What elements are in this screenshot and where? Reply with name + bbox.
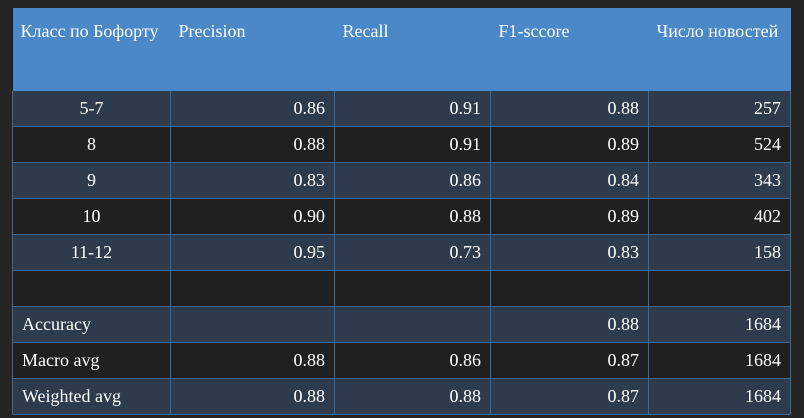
f1-cell: 0.83 <box>490 234 649 271</box>
header-f1-score: F1-sccore <box>490 8 649 91</box>
support-cell: 257 <box>648 91 791 127</box>
precision-cell <box>170 306 335 343</box>
table-row: 9 0.83 0.86 0.84 343 <box>12 162 791 199</box>
empty-row <box>12 270 791 307</box>
f1-cell: 0.89 <box>490 198 649 235</box>
class-label-cell: 9 <box>12 162 171 199</box>
summary-label-cell: Macro avg <box>12 342 171 379</box>
precision-cell: 0.83 <box>170 162 335 199</box>
recall-cell <box>334 306 491 343</box>
header-row: Класс по Бофорту Precision Recall F1-scc… <box>12 8 791 91</box>
summary-label-cell: Weighted avg <box>12 378 171 415</box>
precision-cell: 0.90 <box>170 198 335 235</box>
table-row: 8 0.88 0.91 0.89 524 <box>12 126 791 163</box>
class-label-cell: 5-7 <box>12 91 171 127</box>
empty-cell <box>490 270 649 307</box>
support-cell: 1684 <box>648 342 791 379</box>
summary-row-weighted-avg: Weighted avg 0.88 0.88 0.87 1684 <box>12 378 791 415</box>
f1-cell: 0.88 <box>490 91 649 127</box>
header-news-count: Число новостей <box>648 8 791 91</box>
table-body: 5-7 0.86 0.91 0.88 257 8 0.88 0.91 0.89 … <box>12 91 791 415</box>
table-row: 11-12 0.95 0.73 0.83 158 <box>12 234 791 271</box>
recall-cell: 0.86 <box>334 342 491 379</box>
classification-report-table: Класс по Бофорту Precision Recall F1-scc… <box>12 8 791 415</box>
summary-label-cell: Accuracy <box>12 306 171 343</box>
recall-cell: 0.86 <box>334 162 491 199</box>
support-cell: 1684 <box>648 306 791 343</box>
metrics-table-container: Класс по Бофорту Precision Recall F1-scc… <box>12 8 791 415</box>
support-cell: 343 <box>648 162 791 199</box>
f1-cell: 0.88 <box>490 306 649 343</box>
recall-cell: 0.88 <box>334 378 491 415</box>
precision-cell: 0.95 <box>170 234 335 271</box>
table-header: Класс по Бофорту Precision Recall F1-scc… <box>12 8 791 91</box>
header-recall: Recall <box>334 8 491 91</box>
class-label-cell: 10 <box>12 198 171 235</box>
summary-row-macro-avg: Macro avg 0.88 0.86 0.87 1684 <box>12 342 791 379</box>
table-row: 5-7 0.86 0.91 0.88 257 <box>12 91 791 127</box>
recall-cell: 0.88 <box>334 198 491 235</box>
precision-cell: 0.86 <box>170 91 335 127</box>
empty-cell <box>170 270 335 307</box>
precision-cell: 0.88 <box>170 126 335 163</box>
f1-cell: 0.87 <box>490 342 649 379</box>
f1-cell: 0.87 <box>490 378 649 415</box>
empty-cell <box>648 270 791 307</box>
support-cell: 1684 <box>648 378 791 415</box>
table-row: 10 0.90 0.88 0.89 402 <box>12 198 791 235</box>
empty-cell <box>334 270 491 307</box>
support-cell: 402 <box>648 198 791 235</box>
support-cell: 524 <box>648 126 791 163</box>
class-label-cell: 11-12 <box>12 234 171 271</box>
recall-cell: 0.91 <box>334 91 491 127</box>
header-class: Класс по Бофорту <box>12 8 171 91</box>
precision-cell: 0.88 <box>170 378 335 415</box>
recall-cell: 0.73 <box>334 234 491 271</box>
precision-cell: 0.88 <box>170 342 335 379</box>
support-cell: 158 <box>648 234 791 271</box>
header-precision: Precision <box>170 8 335 91</box>
f1-cell: 0.89 <box>490 126 649 163</box>
summary-row-accuracy: Accuracy 0.88 1684 <box>12 306 791 343</box>
f1-cell: 0.84 <box>490 162 649 199</box>
recall-cell: 0.91 <box>334 126 491 163</box>
empty-cell <box>12 270 171 307</box>
class-label-cell: 8 <box>12 126 171 163</box>
